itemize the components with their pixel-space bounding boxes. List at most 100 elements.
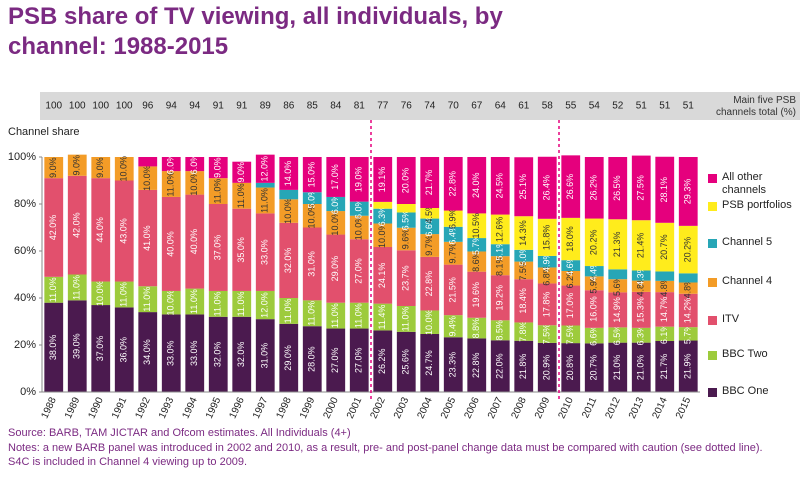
bar-segment <box>279 323 299 392</box>
bar-segment <box>420 218 440 235</box>
bar-segment <box>255 187 275 214</box>
value-label: 14.7% <box>659 297 669 323</box>
bar-segment <box>373 208 393 224</box>
value-label: 14.2% <box>683 298 693 324</box>
total-label: 54 <box>589 101 601 112</box>
value-label: 27.5% <box>636 175 646 201</box>
total-label: 51 <box>659 101 671 112</box>
value-label: 9.0% <box>72 155 82 176</box>
value-label: 22.0% <box>495 353 505 379</box>
bar-segment <box>279 157 299 190</box>
value-label: 26.5% <box>612 175 622 201</box>
x-tick-label: 1995 <box>204 395 224 420</box>
bar-segment <box>232 161 252 183</box>
value-label: 28.1% <box>659 177 669 203</box>
value-label: 28.0% <box>307 346 317 372</box>
value-label: 10.0% <box>189 170 199 196</box>
value-label: 6.0% <box>354 198 364 219</box>
bar-segment <box>161 171 181 197</box>
bar-segment <box>91 281 111 306</box>
x-tick-label: 2012 <box>603 395 623 420</box>
value-label: 20.7% <box>589 355 599 381</box>
value-label: 11.0% <box>236 183 246 208</box>
x-tick-label: 2009 <box>533 395 553 420</box>
value-label: 7.5% <box>518 260 528 281</box>
bar-segment <box>678 273 698 283</box>
x-tick-label: 1994 <box>180 395 200 420</box>
bar-segment <box>232 290 252 317</box>
value-label: 10.0% <box>330 210 340 236</box>
bar-segment <box>514 279 534 323</box>
value-label: 5.1% <box>495 240 505 261</box>
total-label: 64 <box>495 101 507 112</box>
bar-segment <box>631 342 651 392</box>
bar-segment <box>185 194 205 289</box>
bar-segment <box>678 157 698 226</box>
value-label: 41.0% <box>142 225 152 251</box>
bar-segment <box>396 250 416 306</box>
value-label: 4.4% <box>589 261 599 282</box>
x-tick-label: 1993 <box>157 395 177 420</box>
x-tick-label: 2003 <box>392 395 412 420</box>
value-label: 9.0% <box>95 157 105 178</box>
value-label: 6.0% <box>166 154 176 175</box>
value-label: 27.0% <box>354 348 364 374</box>
x-tick-label: 2013 <box>627 395 647 420</box>
value-label: 24.5% <box>495 173 505 199</box>
x-tick-label: 2002 <box>368 395 388 420</box>
bar-segment <box>655 156 675 223</box>
bar-segment <box>208 290 228 317</box>
value-label: 6.2% <box>565 268 575 289</box>
value-label: 24.0% <box>471 172 481 198</box>
bar-segment <box>443 264 463 316</box>
legend-swatch <box>708 239 717 248</box>
bar-segment <box>655 222 675 272</box>
value-label: 33.0% <box>260 239 270 265</box>
value-label: 11.0% <box>354 303 364 328</box>
bar-segment <box>561 285 581 326</box>
bar-segment <box>67 300 87 392</box>
value-label: 40.0% <box>189 229 199 255</box>
bar-segment <box>467 213 487 239</box>
value-label: 20.2% <box>683 237 693 263</box>
bar-segment <box>91 305 111 392</box>
bar-segment <box>138 157 158 167</box>
value-label: 12.0% <box>260 292 270 318</box>
bar-segment <box>608 327 628 343</box>
value-label: 6.9% <box>448 208 458 229</box>
value-label: 10.0% <box>142 165 152 191</box>
value-label: 20.0% <box>401 168 411 194</box>
value-label: 42.0% <box>48 215 58 241</box>
legend-label: BBC Two <box>722 348 768 360</box>
bar-segment <box>561 325 581 344</box>
x-tick-label: 1992 <box>133 395 153 420</box>
bar-segment <box>678 327 698 341</box>
value-label: 19.2% <box>495 285 505 311</box>
bar-segment <box>514 322 534 341</box>
value-label: 22.8% <box>448 171 458 197</box>
bar-segment <box>302 157 322 193</box>
bar-segment <box>678 293 698 328</box>
total-label: 61 <box>518 101 530 112</box>
bar-segment <box>396 305 416 332</box>
note: Notes: a new BARB panel was introduced i… <box>8 442 763 454</box>
value-label: 9.0% <box>236 162 246 183</box>
total-label: 58 <box>542 101 554 112</box>
bar-segment <box>302 300 322 327</box>
bar-segment <box>161 157 181 172</box>
value-label: 44.0% <box>95 217 105 243</box>
bar-segment <box>161 196 181 291</box>
value-label: 8.8% <box>471 318 481 339</box>
y-tick-label: 100% <box>8 151 36 163</box>
value-label: 6.3% <box>636 325 646 346</box>
value-label: 21.4% <box>636 233 646 259</box>
value-label: 42.0% <box>72 212 82 238</box>
bar-segment <box>373 201 393 209</box>
x-tick-label: 2004 <box>415 395 435 420</box>
value-label: 31.0% <box>307 251 317 277</box>
bar-segment <box>537 255 557 268</box>
bar-segment <box>208 316 228 392</box>
value-label: 22.8% <box>471 352 481 378</box>
bar-segment <box>373 157 393 202</box>
bar-segment <box>584 343 604 392</box>
